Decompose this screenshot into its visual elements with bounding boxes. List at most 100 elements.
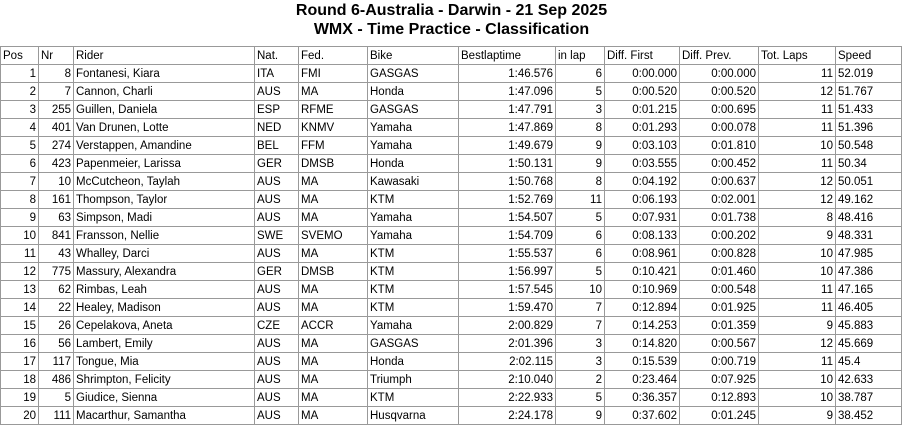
table-cell: CZE <box>254 316 299 335</box>
table-row: 9 63 Simpson, Madi AUS MA Yamaha 1:54.507 5 0:07… <box>0 208 902 227</box>
table-cell: Whalley, Darci <box>73 244 255 263</box>
table-cell: 1:57.545 <box>458 280 556 299</box>
table-row: 8 161 Thompson, Taylor AUS MA KTM 1:52.769 11 0:… <box>0 190 902 209</box>
table-cell: 1:47.869 <box>458 118 556 137</box>
table-cell: 775 <box>38 262 74 281</box>
table-cell: AUS <box>254 298 299 317</box>
table-cell: Triumph <box>367 370 459 389</box>
table-cell: 12 <box>758 172 836 191</box>
table-cell: 1:55.537 <box>458 244 556 263</box>
table-cell: 11 <box>0 244 39 263</box>
table-cell: FFM <box>298 136 368 155</box>
table-cell: 42.633 <box>835 370 902 389</box>
table-cell: KNMV <box>298 118 368 137</box>
table-cell: GER <box>254 154 299 173</box>
table-cell: 4 <box>0 118 39 137</box>
table-cell: 8 <box>555 172 605 191</box>
table-cell: RFME <box>298 100 368 119</box>
table-cell: AUS <box>254 190 299 209</box>
table-cell: Honda <box>367 154 459 173</box>
table-cell: 1:50.768 <box>458 172 556 191</box>
table-cell: 12 <box>758 334 836 353</box>
column-header: Tot. Laps <box>758 46 836 65</box>
table-cell: 47.165 <box>835 280 902 299</box>
classification-table: Pos Nr Rider Nat. Fed. Bike Bestlaptime in lap D… <box>0 46 902 425</box>
table-cell: Healey, Madison <box>73 298 255 317</box>
table-cell: 2:01.396 <box>458 334 556 353</box>
table-cell: 9 <box>758 406 836 425</box>
table-cell: 11 <box>758 100 836 119</box>
table-row: 4 401 Van Drunen, Lotte NED KNMV Yamaha 1:47.8… <box>0 118 902 137</box>
table-cell: 11 <box>758 118 836 137</box>
table-cell: 10 <box>758 262 836 281</box>
table-cell: Yamaha <box>367 118 459 137</box>
table-cell: 0:01.925 <box>679 298 759 317</box>
table-cell: 5 <box>38 388 74 407</box>
table-row: 1 8 Fontanesi, Kiara ITA FMI GASGAS 1:46.576 6 0… <box>0 64 902 83</box>
table-cell: ESP <box>254 100 299 119</box>
table-cell: 1:47.791 <box>458 100 556 119</box>
table-cell: 11 <box>555 190 605 209</box>
table-cell: 15 <box>0 316 39 335</box>
table-cell: Honda <box>367 82 459 101</box>
table-cell: 9 <box>555 154 605 173</box>
table-cell: MA <box>298 190 368 209</box>
table-cell: 5 <box>555 388 605 407</box>
table-cell: Giudice, Sienna <box>73 388 255 407</box>
table-cell: 2:22.933 <box>458 388 556 407</box>
table-cell: ACCR <box>298 316 368 335</box>
table-cell: 0:14.253 <box>604 316 680 335</box>
table-cell: AUS <box>254 388 299 407</box>
table-cell: 38.452 <box>835 406 902 425</box>
table-cell: Tongue, Mia <box>73 352 255 371</box>
table-cell: 19 <box>0 388 39 407</box>
table-cell: 45.4 <box>835 352 902 371</box>
table-row: 3 255 Guillen, Daniela ESP RFME GASGAS 1:47.79… <box>0 100 902 119</box>
table-cell: 841 <box>38 226 74 245</box>
table-cell: 11 <box>758 64 836 83</box>
table-cell: 8 <box>38 64 74 83</box>
table-cell: 45.669 <box>835 334 902 353</box>
table-cell: AUS <box>254 172 299 191</box>
table-cell: MA <box>298 370 368 389</box>
table-cell: 17 <box>0 352 39 371</box>
table-cell: 0:00.637 <box>679 172 759 191</box>
table-cell: 1:54.709 <box>458 226 556 245</box>
table-cell: 0:00.202 <box>679 226 759 245</box>
table-cell: 46.405 <box>835 298 902 317</box>
table-cell: 10 <box>758 244 836 263</box>
table-cell: 47.386 <box>835 262 902 281</box>
table-cell: FMI <box>298 64 368 83</box>
table-cell: 0:01.810 <box>679 136 759 155</box>
table-cell: 6 <box>555 244 605 263</box>
table-cell: 0:06.193 <box>604 190 680 209</box>
table-cell: 1:49.679 <box>458 136 556 155</box>
table-cell: 0:36.357 <box>604 388 680 407</box>
table-cell: Fontanesi, Kiara <box>73 64 255 83</box>
table-row: 12 775 Massury, Alexandra GER DMSB KTM 1:56.99… <box>0 262 902 281</box>
table-cell: Fransson, Nellie <box>73 226 255 245</box>
table-cell: 9 <box>0 208 39 227</box>
table-cell: 9 <box>758 316 836 335</box>
table-cell: KTM <box>367 298 459 317</box>
table-cell: 0:00.078 <box>679 118 759 137</box>
table-cell: 161 <box>38 190 74 209</box>
table-row: 5 274 Verstappen, Amandine BEL FFM Yamaha 1:49… <box>0 136 902 155</box>
table-cell: 47.985 <box>835 244 902 263</box>
table-cell: 51.433 <box>835 100 902 119</box>
table-cell: 11 <box>758 280 836 299</box>
table-cell: 43 <box>38 244 74 263</box>
table-cell: 1:52.769 <box>458 190 556 209</box>
table-cell: 111 <box>38 406 74 425</box>
table-cell: 0:00.000 <box>679 64 759 83</box>
table-cell: KTM <box>367 280 459 299</box>
table-cell: AUS <box>254 406 299 425</box>
table-cell: 1:47.096 <box>458 82 556 101</box>
table-cell: 423 <box>38 154 74 173</box>
table-cell: 3 <box>0 100 39 119</box>
table-cell: 3 <box>555 352 605 371</box>
table-cell: 0:12.893 <box>679 388 759 407</box>
table-cell: GASGAS <box>367 334 459 353</box>
table-cell: 0:23.464 <box>604 370 680 389</box>
table-cell: 11 <box>758 298 836 317</box>
